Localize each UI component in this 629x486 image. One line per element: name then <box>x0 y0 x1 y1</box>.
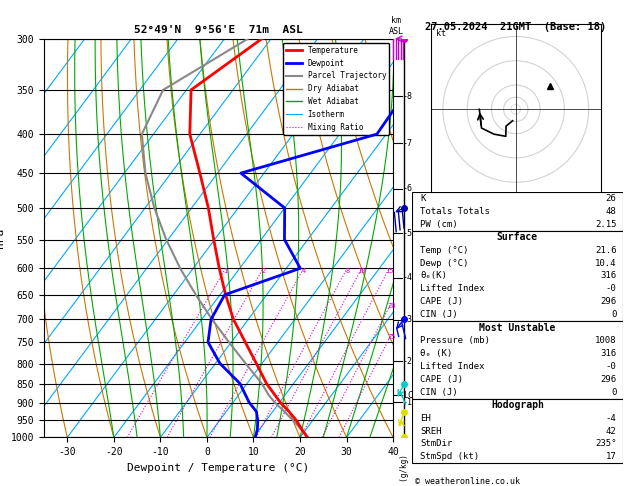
Text: Surface: Surface <box>497 232 538 242</box>
Text: Lifted Index: Lifted Index <box>420 362 485 371</box>
Title: 52°49'N  9°56'E  71m  ASL: 52°49'N 9°56'E 71m ASL <box>134 25 303 35</box>
Text: CIN (J): CIN (J) <box>420 310 458 319</box>
Text: θₑ (K): θₑ (K) <box>420 349 453 358</box>
Text: Dewp (°C): Dewp (°C) <box>420 259 469 268</box>
Text: 1: 1 <box>223 268 228 274</box>
Text: θₑ(K): θₑ(K) <box>420 272 447 280</box>
Text: -5: -5 <box>403 229 413 238</box>
Text: StmSpd (kt): StmSpd (kt) <box>420 452 479 461</box>
Y-axis label: hPa: hPa <box>0 228 5 248</box>
FancyBboxPatch shape <box>412 399 623 463</box>
Text: 0: 0 <box>611 388 616 397</box>
Text: © weatheronline.co.uk: © weatheronline.co.uk <box>415 477 520 486</box>
Text: 26: 26 <box>606 194 616 203</box>
Text: Pressure (mb): Pressure (mb) <box>420 336 490 345</box>
Text: -7: -7 <box>403 139 413 148</box>
Text: Totals Totals: Totals Totals <box>420 207 490 216</box>
Text: -3: -3 <box>403 315 413 324</box>
Text: 42: 42 <box>606 427 616 435</box>
Text: -2: -2 <box>403 357 413 366</box>
Text: 316: 316 <box>600 349 616 358</box>
Text: 15: 15 <box>385 268 394 274</box>
Text: 2: 2 <box>261 268 265 274</box>
FancyBboxPatch shape <box>412 231 623 321</box>
Text: km
ASL: km ASL <box>389 16 403 35</box>
Text: CAPE (J): CAPE (J) <box>420 297 464 306</box>
Text: Temp (°C): Temp (°C) <box>420 245 469 255</box>
Text: 25: 25 <box>387 333 396 340</box>
Text: -1: -1 <box>403 398 413 407</box>
Text: K: K <box>420 194 426 203</box>
Text: 8: 8 <box>345 268 349 274</box>
Text: -0: -0 <box>606 284 616 294</box>
Text: LCL: LCL <box>403 391 418 399</box>
Text: 296: 296 <box>600 297 616 306</box>
Text: 0: 0 <box>611 310 616 319</box>
Text: Lifted Index: Lifted Index <box>420 284 485 294</box>
Text: PW (cm): PW (cm) <box>420 220 458 229</box>
Text: -0: -0 <box>606 362 616 371</box>
Text: 2.15: 2.15 <box>595 220 616 229</box>
Text: 4: 4 <box>301 268 306 274</box>
Text: kt: kt <box>436 30 445 38</box>
Text: -4: -4 <box>606 414 616 423</box>
X-axis label: Dewpoint / Temperature (°C): Dewpoint / Temperature (°C) <box>128 463 309 473</box>
Text: Hodograph: Hodograph <box>491 400 544 410</box>
Text: StmDir: StmDir <box>420 439 453 449</box>
Text: Most Unstable: Most Unstable <box>479 323 555 332</box>
Text: 235°: 235° <box>595 439 616 449</box>
Text: 296: 296 <box>600 375 616 384</box>
Legend: Temperature, Dewpoint, Parcel Trajectory, Dry Adiabat, Wet Adiabat, Isotherm, Mi: Temperature, Dewpoint, Parcel Trajectory… <box>283 43 389 135</box>
Text: 17: 17 <box>606 452 616 461</box>
FancyBboxPatch shape <box>412 192 623 231</box>
Text: -4: -4 <box>403 273 413 282</box>
Text: 27.05.2024  21GMT  (Base: 18): 27.05.2024 21GMT (Base: 18) <box>425 22 606 32</box>
Text: 10: 10 <box>357 268 366 274</box>
Text: 10.4: 10.4 <box>595 259 616 268</box>
Text: CAPE (J): CAPE (J) <box>420 375 464 384</box>
Text: CIN (J): CIN (J) <box>420 388 458 397</box>
Text: 316: 316 <box>600 272 616 280</box>
Text: SREH: SREH <box>420 427 442 435</box>
Text: -8: -8 <box>403 92 413 101</box>
Text: 1008: 1008 <box>595 336 616 345</box>
Text: -6: -6 <box>403 184 413 193</box>
Text: 48: 48 <box>606 207 616 216</box>
Text: EH: EH <box>420 414 431 423</box>
Text: 21.6: 21.6 <box>595 245 616 255</box>
FancyBboxPatch shape <box>412 321 623 399</box>
Text: 20: 20 <box>387 302 396 309</box>
Text: Mixing Ratio (g/kg): Mixing Ratio (g/kg) <box>399 454 409 486</box>
